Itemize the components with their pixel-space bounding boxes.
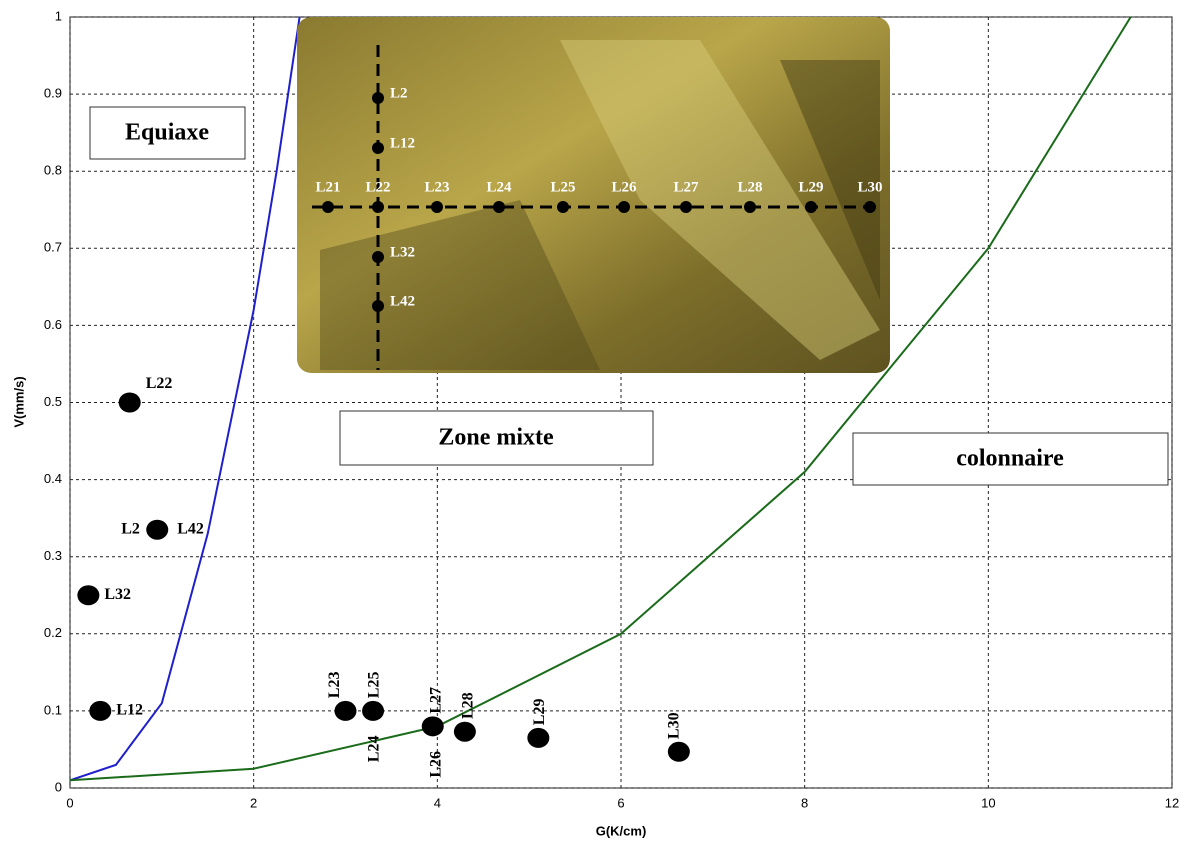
inset-dot: [372, 92, 384, 104]
photo: [297, 17, 890, 373]
photo-texture: [560, 40, 880, 360]
y-tick-label: 0.1: [44, 702, 62, 717]
point: [527, 727, 550, 748]
point-label: L26: [427, 751, 444, 778]
region-label: colonnaire: [956, 446, 1064, 472]
inset-dot: [322, 201, 334, 213]
point: [667, 741, 690, 762]
x-tick-label: 10: [981, 795, 995, 810]
point-label: L23: [326, 672, 343, 699]
region-box: [339, 410, 654, 466]
inset-label: L25: [550, 179, 575, 195]
inset-label: L27: [673, 179, 699, 195]
x-tick-label: 6: [617, 795, 624, 810]
inset-label: L22: [365, 179, 390, 195]
point: [146, 519, 169, 540]
inset-label: L24: [486, 179, 512, 195]
point: [89, 700, 112, 721]
y-tick-label: 1: [55, 8, 62, 23]
curve: [69, 16, 301, 782]
point-label: L24: [366, 736, 383, 763]
x-tick-label: 12: [1165, 795, 1179, 810]
photo-texture: [780, 60, 880, 300]
inset-dot: [557, 201, 569, 213]
point: [362, 700, 385, 721]
y-tick-label: 0.3: [44, 548, 62, 563]
y-tick-label: 0.9: [44, 86, 62, 101]
inset-label: L21: [315, 179, 340, 195]
region-box: [89, 106, 246, 160]
point-label: L22: [146, 375, 173, 392]
x-axis-label: G(K/cm): [596, 823, 647, 838]
point: [118, 392, 141, 413]
point-label: L27: [427, 687, 444, 714]
x-tick-label: 2: [250, 795, 257, 810]
y-tick-label: 0.6: [44, 317, 62, 332]
inset-label: L26: [611, 179, 637, 195]
x-tick-label: 8: [801, 795, 808, 810]
inset-dot: [372, 142, 384, 154]
inset-label: L12: [390, 135, 415, 151]
inset-dot: [864, 201, 876, 213]
y-tick-label: 0.7: [44, 240, 62, 255]
point: [453, 721, 476, 742]
point: [334, 700, 357, 721]
point-label: L30: [666, 712, 683, 739]
inset-dot: [680, 201, 692, 213]
y-tick-label: 0.8: [44, 163, 62, 178]
point-label: L12: [116, 702, 143, 719]
y-tick-label: 0: [55, 779, 62, 794]
photo-texture: [320, 200, 600, 370]
region-label: Equiaxe: [125, 120, 209, 146]
point-label: L25: [366, 672, 383, 699]
curve: [69, 16, 1132, 782]
inset-dot: [372, 300, 384, 312]
point-label: L42: [177, 520, 204, 537]
inset-dot: [372, 251, 384, 263]
inset-label: L42: [390, 293, 415, 309]
point: [77, 585, 100, 606]
inset-dot: [618, 201, 630, 213]
y-axis-label: V(mm/s): [11, 376, 26, 427]
inset-label: L2: [390, 85, 408, 101]
inset-label: L28: [737, 179, 762, 195]
x-tick-label: 4: [434, 795, 441, 810]
inset-dot: [372, 201, 384, 213]
point-label: L32: [104, 586, 131, 603]
inset-label: L23: [424, 179, 449, 195]
inset-dot: [431, 201, 443, 213]
point-label: L2: [121, 520, 140, 537]
inset-photo: L21 L22 L23 L24 L25 L26 L27 L28 L29 L30 L2 L12 L32 L4…: [297, 17, 890, 373]
region-label: Zone mixte: [438, 425, 554, 451]
inset-label: L29: [798, 179, 823, 195]
x-tick-label: 0: [66, 795, 73, 810]
inset-dot: [744, 201, 756, 213]
inset-dot: [805, 201, 817, 213]
y-tick-label: 0.5: [44, 394, 62, 409]
point: [421, 716, 444, 737]
inset-label: L30: [857, 179, 882, 195]
region-box: [852, 432, 1169, 486]
y-tick-label: 0.2: [44, 625, 62, 640]
point-label: L28: [460, 692, 477, 719]
inset-dot: [493, 201, 505, 213]
y-tick-label: 0.4: [44, 471, 62, 486]
inset-label: L32: [390, 244, 415, 260]
point-label: L29: [531, 699, 548, 726]
